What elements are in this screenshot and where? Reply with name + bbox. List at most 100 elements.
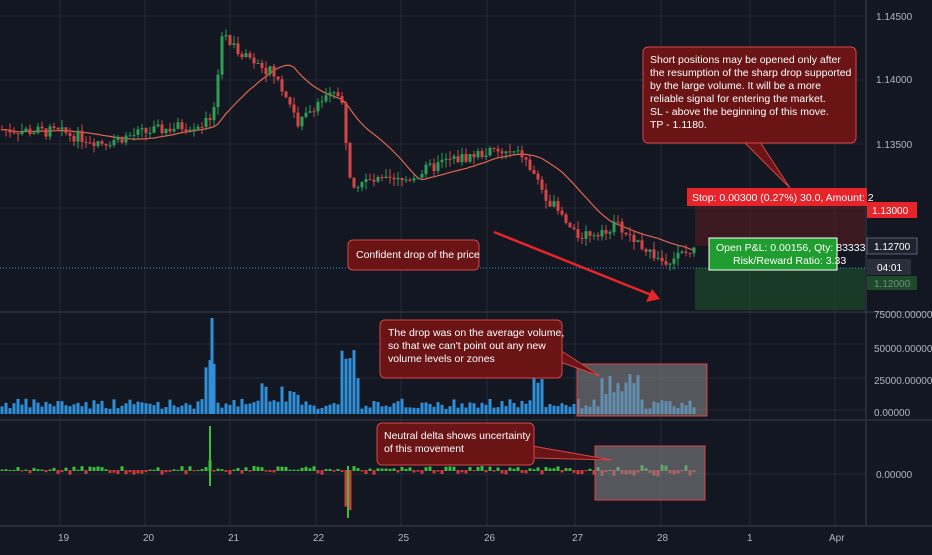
- delta-bar: [4, 469, 8, 471]
- volume-bar: [256, 400, 260, 414]
- target-price-badge: [867, 276, 917, 290]
- volume-tick-label: 25000.00000: [874, 376, 932, 387]
- volume-bar: [572, 404, 576, 414]
- volume-note-callout[interactable]: The drop was on the average volume, so t…: [379, 319, 601, 379]
- candle-body: [288, 97, 292, 105]
- volume-axis[interactable]: 75000.00000 50000.00000 25000.00000 0.00…: [874, 310, 932, 419]
- candle-body: [296, 112, 300, 127]
- candle-body: [84, 141, 88, 143]
- price-axis[interactable]: 1.14500 1.14000 1.13500 1.13000 1.12700 …: [866, 12, 918, 290]
- delta-bar: [272, 470, 276, 473]
- volume-bar: [4, 402, 8, 414]
- delta-bar: [424, 467, 428, 471]
- candle-body: [200, 126, 204, 128]
- time-tick-label: 21: [228, 533, 240, 544]
- candle-body: [332, 92, 336, 94]
- delta-bar: [28, 470, 32, 474]
- delta-bar: [336, 469, 340, 471]
- volume-bar: [452, 399, 456, 414]
- volume-bar: [184, 403, 188, 414]
- volume-bar: [308, 404, 312, 414]
- candle-body: [100, 141, 104, 144]
- candle-body: [568, 222, 572, 228]
- volume-bar: [236, 406, 240, 414]
- volume-bar: [556, 406, 560, 414]
- volume-bar: [304, 401, 308, 414]
- delta-bar: [456, 470, 460, 474]
- delta-bar: [504, 470, 508, 475]
- delta-bar: [56, 470, 60, 474]
- delta-bar: [136, 470, 140, 474]
- candle-body: [240, 53, 244, 58]
- candle-body: [172, 128, 176, 132]
- short-note-callout[interactable]: Short positions may be opened only after…: [642, 46, 857, 189]
- delta-bar: [120, 466, 124, 471]
- delta-bar: [428, 466, 432, 471]
- candle-body: [612, 221, 616, 233]
- volume-bar: [116, 408, 120, 414]
- candle-body: [464, 154, 468, 162]
- open-pnl-box[interactable]: [708, 237, 838, 271]
- candle-body: [656, 257, 660, 259]
- drop-note-callout[interactable]: Confident drop of the price: [347, 239, 480, 271]
- volume-bar: [560, 403, 564, 414]
- delta-bar: [236, 467, 240, 471]
- candle-body: [56, 128, 60, 130]
- candle-body: [228, 35, 232, 45]
- volume-bar: [276, 401, 280, 414]
- callout-text: volume levels or zones: [388, 353, 495, 365]
- volume-bar: [16, 398, 20, 414]
- callout-text: Neutral delta shows uncertainty: [384, 430, 531, 442]
- volume-bar: [224, 403, 228, 414]
- candle-body: [52, 126, 56, 129]
- volume-bar: [60, 401, 64, 414]
- delta-bar: [24, 469, 28, 471]
- delta-bar: [124, 470, 128, 475]
- delta-bar: [552, 468, 556, 471]
- delta-bar: [488, 466, 492, 471]
- delta-bar: [512, 468, 516, 471]
- candle-body: [348, 142, 352, 178]
- delta-axis[interactable]: 0.00000: [876, 470, 913, 481]
- delta-bar: [240, 470, 244, 474]
- delta-bar: [68, 470, 72, 475]
- volume-highlight-box: [576, 363, 708, 417]
- candle-body: [372, 179, 376, 182]
- candle-body: [184, 129, 188, 131]
- delta-bar: [572, 470, 576, 473]
- volume-bar: [280, 386, 284, 414]
- volume-bar: [120, 405, 124, 414]
- candle-body: [476, 151, 480, 158]
- delta-bar: [400, 466, 404, 471]
- volume-bar: [480, 402, 484, 414]
- time-axis[interactable]: 19 20 21 22 25 26 27 28 1 Apr: [58, 533, 845, 544]
- volume-bar: [284, 401, 288, 414]
- volume-bar: [92, 400, 96, 414]
- delta-bar: [244, 467, 248, 471]
- volume-bar: [0, 406, 4, 414]
- candle-body: [452, 156, 456, 159]
- candle-body: [244, 53, 248, 58]
- candle-body: [232, 43, 236, 45]
- volume-bar: [76, 402, 80, 414]
- volume-bar: [316, 408, 320, 414]
- candle-body: [208, 118, 212, 121]
- delta-bar: [344, 470, 348, 507]
- candle-body: [216, 74, 220, 108]
- candle-body: [432, 163, 436, 171]
- volume-bar: [524, 403, 528, 414]
- candle-body: [68, 133, 72, 136]
- delta-note-callout[interactable]: Neutral delta shows uncertainty of this …: [376, 422, 613, 466]
- delta-bar: [116, 470, 120, 475]
- candle-body: [76, 130, 80, 142]
- candle-body: [344, 102, 348, 143]
- candle-body: [624, 232, 628, 235]
- candle-body: [104, 143, 108, 146]
- candle-body: [684, 251, 688, 253]
- volume-bar: [212, 364, 216, 414]
- candle-body: [396, 177, 400, 180]
- candle-body: [132, 134, 136, 136]
- volume-bar: [132, 404, 136, 414]
- delta-tick-label: 0.00000: [876, 470, 913, 481]
